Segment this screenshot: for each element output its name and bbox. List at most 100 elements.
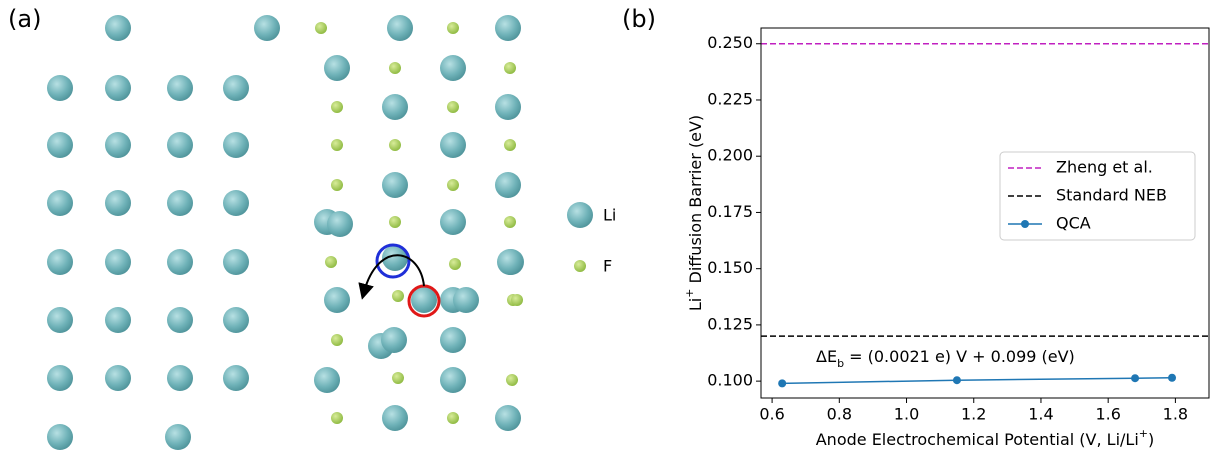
li-atom: [440, 55, 466, 81]
li-atom: [105, 190, 131, 216]
li-atom: [47, 75, 73, 101]
annotation-part: b: [837, 357, 844, 370]
f-atom: [331, 179, 343, 191]
annotation-part: = (0.0021 e) V + 0.099 (eV): [844, 347, 1075, 366]
point: [953, 376, 961, 384]
li-atom: [495, 172, 521, 198]
f-atom: [331, 334, 343, 346]
y-axis-label: Li+ Diffusion Barrier (eV): [683, 115, 705, 311]
f-atom: [449, 258, 461, 270]
li-atom: [165, 424, 191, 450]
f-atom: [504, 139, 516, 151]
structure: [47, 15, 524, 450]
li-atom: [105, 75, 131, 101]
li-atom: [223, 132, 249, 158]
point: [1131, 374, 1139, 382]
li-atom: [440, 132, 466, 158]
f-atom: [392, 372, 404, 384]
x-tick-label: 1.2: [961, 405, 986, 424]
li-atom: [440, 367, 466, 393]
y-axis-label-part: Li: [686, 298, 705, 311]
li-atom: [105, 307, 131, 333]
li-atom: [47, 307, 73, 333]
li-atom: [314, 367, 340, 393]
li-atom: [382, 172, 408, 198]
f-atom: [331, 139, 343, 151]
li-atom: [167, 132, 193, 158]
legend-label: QCA: [1056, 214, 1091, 233]
legend-marker: [567, 202, 593, 228]
f-atom: [331, 101, 343, 113]
legend-label: F: [603, 257, 612, 276]
li-atom: [47, 249, 73, 275]
f-atom: [506, 374, 518, 386]
legend-marker: [1021, 220, 1029, 228]
li-atom: [223, 365, 249, 391]
y-tick-label: 0.125: [707, 314, 753, 333]
li-atom: [387, 15, 413, 41]
li-atom: [497, 249, 523, 275]
f-atom: [389, 62, 401, 74]
f-atom: [447, 22, 459, 34]
f-atom: [325, 256, 337, 268]
f-atom: [315, 22, 327, 34]
annotation-part: ΔE: [816, 347, 837, 366]
x-axis-label: Anode Electrochemical Potential (V, Li/L…: [816, 427, 1155, 449]
li-atom: [105, 15, 131, 41]
li-atom: [324, 287, 350, 313]
y-tick-label: 0.175: [707, 202, 753, 221]
panel-label: (b): [622, 5, 656, 33]
f-atom: [447, 101, 459, 113]
legend-marker: [574, 260, 586, 272]
f-atom: [389, 216, 401, 228]
li-atom: [47, 365, 73, 391]
f-atom: [447, 412, 459, 424]
panel-label: (a): [8, 5, 41, 33]
li-atom: [167, 190, 193, 216]
x-tick-label: 0.6: [759, 405, 784, 424]
x-tick-label: 1.8: [1163, 405, 1188, 424]
x-axis-label-part: +: [1139, 427, 1148, 440]
li-atom: [167, 307, 193, 333]
li-atom: [223, 249, 249, 275]
li-atom: [105, 365, 131, 391]
li-atom: [324, 55, 350, 81]
li-atom: [327, 211, 353, 237]
figure: (a) (b) Li F 0.1000.1250.1500.1750.2000.…: [0, 0, 1210, 451]
li-atom: [47, 132, 73, 158]
f-atom: [504, 216, 516, 228]
y-tick-label: 0.200: [707, 146, 753, 165]
li-atom: [495, 405, 521, 431]
legend-label: Standard NEB: [1056, 186, 1167, 205]
point: [1168, 374, 1176, 382]
x-tick-label: 1.6: [1095, 405, 1120, 424]
x-axis-label-part: ): [1148, 430, 1154, 449]
li-atom: [440, 209, 466, 235]
y-axis-label-part: Diffusion Barrier (eV): [686, 115, 705, 289]
li-atom: [223, 75, 249, 101]
li-atom: [495, 15, 521, 41]
li-atom: [453, 287, 479, 313]
f-atom: [392, 290, 404, 302]
li-atom: [47, 190, 73, 216]
li-atom: [223, 190, 249, 216]
f-atom: [389, 139, 401, 151]
li-atom: [105, 132, 131, 158]
li-atom: [167, 75, 193, 101]
f-atom: [511, 294, 523, 306]
y-tick-label: 0.225: [707, 89, 753, 108]
li-atom: [167, 249, 193, 275]
li-atom: [105, 249, 131, 275]
legend-label: Li: [603, 206, 616, 225]
li-atom: [382, 94, 408, 120]
y-tick-label: 0.250: [707, 33, 753, 52]
point: [778, 379, 786, 387]
li-atom: [495, 94, 521, 120]
f-atom: [504, 62, 516, 74]
y-tick-label: 0.100: [707, 371, 753, 390]
x-tick-label: 1.4: [1028, 405, 1053, 424]
li-atom: [382, 405, 408, 431]
x-tick-label: 0.8: [827, 405, 852, 424]
y-axis-label-part: +: [683, 289, 696, 298]
li-atom: [223, 307, 249, 333]
